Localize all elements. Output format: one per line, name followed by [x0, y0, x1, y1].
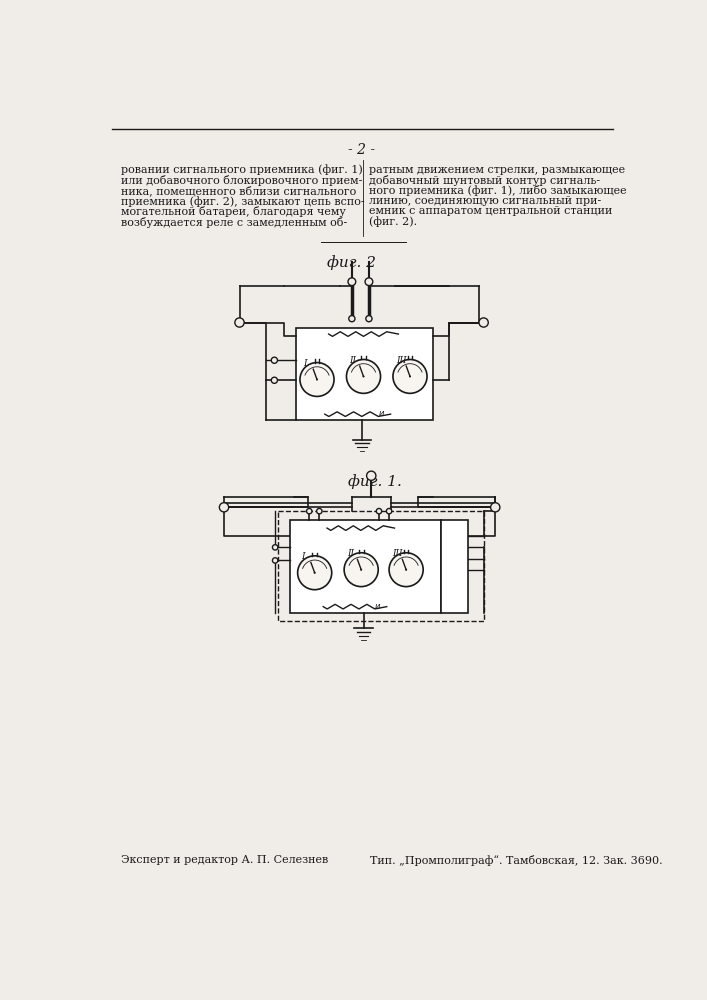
Text: и: и	[379, 409, 385, 418]
Circle shape	[389, 553, 423, 587]
Bar	[279, 511, 484, 620]
Circle shape	[360, 569, 362, 571]
Text: II: II	[347, 549, 354, 558]
Text: возбуждается реле с замедленным об-: возбуждается реле с замедленным об-	[121, 217, 347, 228]
Circle shape	[300, 363, 334, 396]
Text: приемника (фиг. 2), замыкают цепь вспо-: приемника (фиг. 2), замыкают цепь вспо-	[121, 196, 365, 207]
Circle shape	[235, 318, 244, 327]
Text: Эксперт и редактор А. П. Селезнев: Эксперт и редактор А. П. Селезнев	[121, 855, 328, 865]
Circle shape	[363, 375, 365, 377]
Text: емник с аппаратом центральной станции: емник с аппаратом центральной станции	[369, 206, 612, 216]
Circle shape	[307, 508, 312, 514]
Text: или добавочного блокировочного прием-: или добавочного блокировочного прием-	[121, 175, 362, 186]
Circle shape	[316, 378, 318, 381]
Circle shape	[376, 508, 382, 514]
Circle shape	[271, 377, 277, 383]
Text: ратным движением стрелки, размыкающее: ратным движением стрелки, размыкающее	[369, 165, 625, 175]
Text: добавочный шунтовый контур сигналь-: добавочный шунтовый контур сигналь-	[369, 175, 600, 186]
Text: I: I	[303, 359, 307, 368]
Circle shape	[409, 375, 411, 377]
Text: ровании сигнального приемника (фиг. 1): ровании сигнального приемника (фиг. 1)	[121, 165, 363, 175]
Text: фиг. 2: фиг. 2	[327, 255, 376, 270]
Circle shape	[219, 503, 228, 512]
Text: ника, помещенного вблизи сигнального: ника, помещенного вблизи сигнального	[121, 185, 356, 196]
Circle shape	[366, 316, 372, 322]
Circle shape	[314, 572, 316, 574]
Circle shape	[346, 359, 380, 393]
Circle shape	[365, 278, 373, 286]
Circle shape	[386, 508, 392, 514]
Circle shape	[348, 278, 356, 286]
Text: - 2 -: - 2 -	[349, 143, 375, 157]
Circle shape	[393, 359, 427, 393]
Circle shape	[367, 471, 376, 480]
Text: фиг. 1.: фиг. 1.	[348, 474, 402, 489]
Text: (фиг. 2).: (фиг. 2).	[369, 217, 417, 227]
Circle shape	[271, 357, 277, 363]
Text: линию, соединяющую сигнальный при-: линию, соединяющую сигнальный при-	[369, 196, 601, 206]
Bar	[290, 520, 441, 613]
Text: ного приемника (фиг. 1), либо замыкающее: ного приемника (фиг. 1), либо замыкающее	[369, 185, 626, 196]
Text: II: II	[349, 356, 356, 365]
Circle shape	[344, 553, 378, 587]
Circle shape	[479, 318, 489, 327]
Circle shape	[405, 569, 407, 571]
Text: Тип. „Промполиграф“. Тамбовская, 12. Зак. 3690.: Тип. „Промполиграф“. Тамбовская, 12. Зак…	[370, 855, 662, 866]
Text: III: III	[396, 356, 407, 365]
Circle shape	[317, 508, 322, 514]
Circle shape	[349, 316, 355, 322]
Text: III: III	[392, 549, 403, 558]
Text: могательной батареи, благодаря чему: могательной батареи, благодаря чему	[121, 206, 346, 217]
Circle shape	[272, 545, 278, 550]
Bar	[296, 328, 433, 420]
Text: и: и	[375, 602, 380, 611]
Text: I: I	[300, 552, 304, 561]
Circle shape	[298, 556, 332, 590]
Circle shape	[272, 558, 278, 563]
Circle shape	[491, 503, 500, 512]
Bar	[441, 520, 468, 613]
